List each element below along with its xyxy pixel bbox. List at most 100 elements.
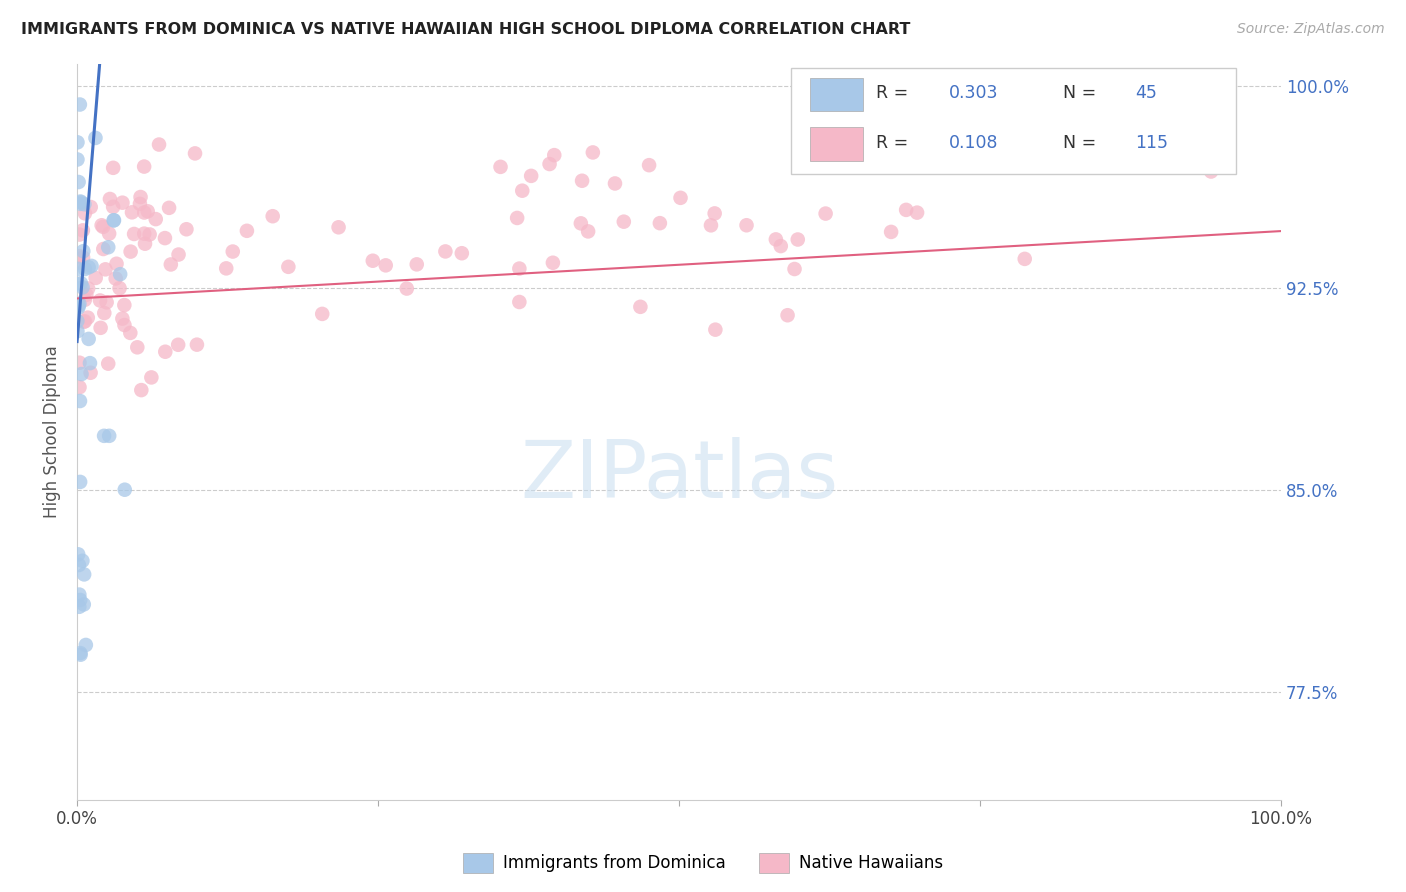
Point: [94, 262, 117, 277]
Point: [80, 259, 103, 273]
Point: [98, 227, 121, 241]
Point: [628, 300, 651, 314]
Point: [160, 257, 183, 271]
Point: [103, 213, 125, 227]
Point: [134, 205, 156, 219]
Point: [73, 598, 96, 612]
Point: [73, 197, 96, 211]
Point: [91, 219, 114, 234]
Point: [841, 112, 863, 126]
FancyBboxPatch shape: [810, 128, 863, 161]
FancyBboxPatch shape: [792, 68, 1236, 174]
Point: [73, 293, 96, 307]
Point: [96, 295, 118, 310]
Point: [638, 158, 661, 172]
Point: [138, 227, 160, 242]
Point: [72, 280, 94, 294]
Text: ZIPatlas: ZIPatlas: [520, 437, 838, 515]
Point: [127, 340, 149, 354]
Point: [97, 357, 120, 371]
Text: Source: ZipAtlas.com: Source: ZipAtlas.com: [1237, 22, 1385, 37]
Point: [105, 257, 128, 271]
Point: [79, 366, 101, 380]
Point: [121, 205, 143, 219]
Point: [101, 161, 124, 175]
Point: [769, 239, 792, 253]
Point: [104, 271, 127, 285]
Point: [1064, 152, 1087, 166]
Point: [70, 276, 93, 290]
Point: [405, 257, 427, 271]
Text: IMMIGRANTS FROM DOMINICA VS NATIVE HAWAIIAN HIGH SCHOOL DIPLOMA CORRELATION CHAR: IMMIGRANTS FROM DOMINICA VS NATIVE HAWAI…: [21, 22, 911, 37]
Point: [543, 148, 565, 162]
Point: [129, 197, 152, 211]
Point: [66, 277, 89, 292]
Point: [120, 244, 142, 259]
Point: [67, 588, 90, 602]
Legend: Immigrants from Dominica, Native Hawaiians: Immigrants from Dominica, Native Hawaiia…: [456, 847, 950, 880]
Point: [69, 394, 91, 409]
Point: [93, 429, 115, 443]
Point: [93, 306, 115, 320]
Point: [69, 648, 91, 662]
Point: [134, 160, 156, 174]
Point: [114, 318, 136, 332]
Point: [72, 244, 94, 259]
Point: [69, 475, 91, 489]
Point: [69, 195, 91, 210]
Point: [77, 260, 100, 275]
Point: [136, 204, 159, 219]
Point: [66, 314, 89, 328]
Point: [66, 153, 89, 167]
Point: [669, 191, 692, 205]
Y-axis label: High School Diploma: High School Diploma: [44, 345, 60, 518]
Point: [84, 271, 107, 285]
Point: [434, 244, 457, 259]
Point: [72, 223, 94, 237]
Point: [66, 324, 89, 338]
Point: [98, 429, 121, 443]
Point: [311, 307, 333, 321]
Point: [67, 547, 90, 561]
Text: 0.303: 0.303: [949, 84, 998, 102]
Point: [538, 157, 561, 171]
Point: [108, 281, 131, 295]
Point: [236, 224, 259, 238]
Point: [67, 175, 90, 189]
Point: [69, 227, 91, 242]
Point: [184, 146, 207, 161]
Point: [141, 370, 163, 384]
Point: [894, 202, 917, 217]
Point: [905, 205, 928, 219]
Point: [84, 131, 107, 145]
Point: [69, 97, 91, 112]
Point: [112, 298, 135, 312]
Point: [783, 262, 806, 277]
Point: [814, 206, 837, 220]
Point: [145, 212, 167, 227]
Point: [1014, 252, 1036, 266]
Point: [262, 209, 284, 223]
Point: [374, 258, 396, 272]
Point: [510, 184, 533, 198]
Point: [648, 216, 671, 230]
Point: [73, 206, 96, 220]
Point: [98, 192, 121, 206]
Point: [120, 326, 142, 340]
Point: [69, 197, 91, 211]
Point: [90, 219, 112, 233]
Point: [134, 227, 156, 241]
Point: [1206, 128, 1229, 142]
Point: [541, 256, 564, 270]
Point: [70, 367, 93, 381]
Point: [91, 242, 114, 256]
Point: [69, 380, 91, 394]
Point: [76, 310, 98, 325]
Point: [395, 281, 418, 295]
Point: [765, 232, 787, 246]
Point: [73, 567, 96, 582]
Point: [114, 483, 136, 497]
Point: [215, 261, 238, 276]
Point: [89, 293, 111, 308]
Point: [73, 314, 96, 328]
